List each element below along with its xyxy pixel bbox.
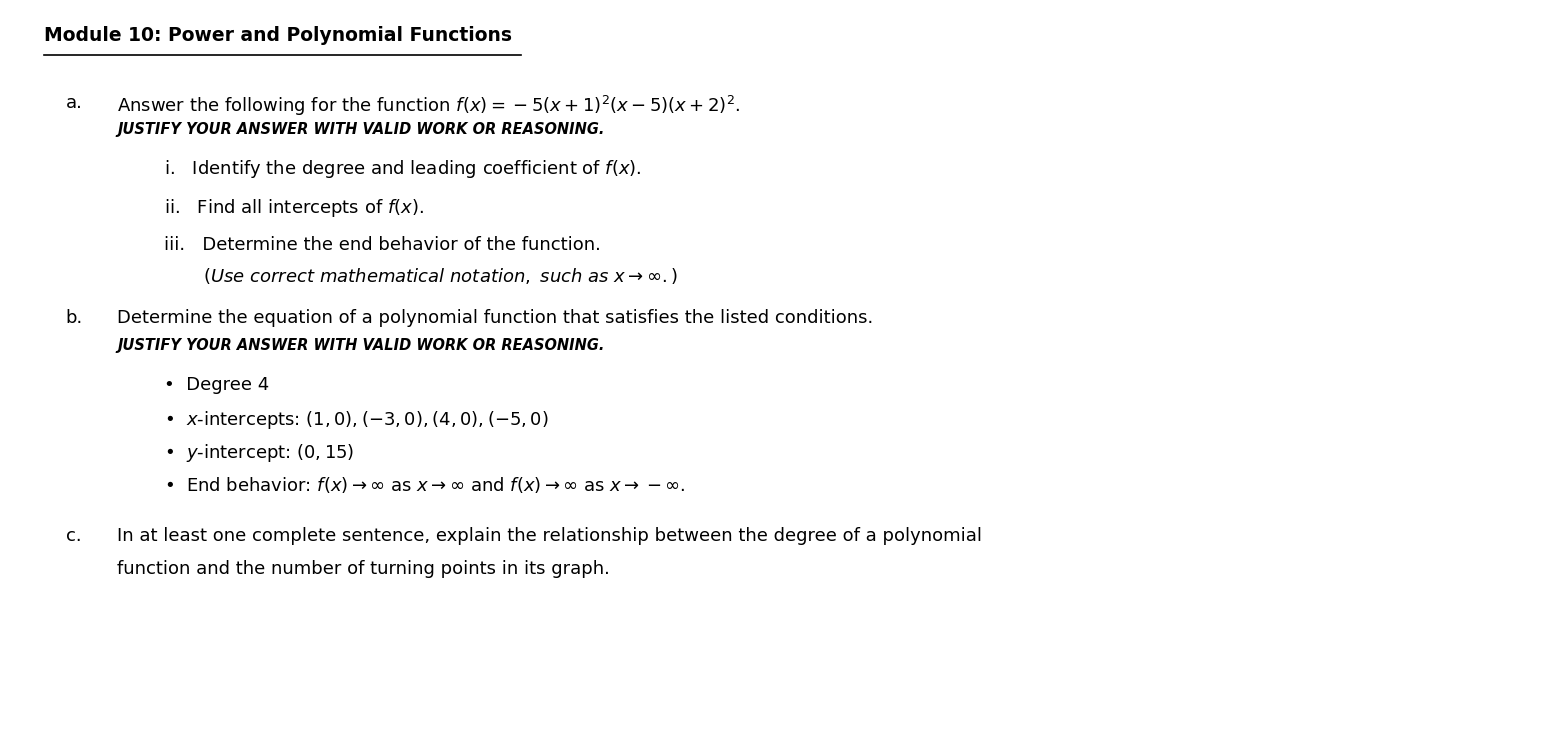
Text: JUSTIFY YOUR ANSWER WITH VALID WORK OR REASONING.: JUSTIFY YOUR ANSWER WITH VALID WORK OR R… xyxy=(117,122,605,137)
Text: iii.   Determine the end behavior of the function.: iii. Determine the end behavior of the f… xyxy=(164,236,601,254)
Text: In at least one complete sentence, explain the relationship between the degree o: In at least one complete sentence, expla… xyxy=(117,527,982,545)
Text: Answer the following for the function $f(x) = -5(x+1)^2(x-5)(x+2)^2$.: Answer the following for the function $f… xyxy=(117,94,741,118)
Text: JUSTIFY YOUR ANSWER WITH VALID WORK OR REASONING.: JUSTIFY YOUR ANSWER WITH VALID WORK OR R… xyxy=(117,338,605,353)
Text: c.: c. xyxy=(66,527,81,545)
Text: Determine the equation of a polynomial function that satisfies the listed condit: Determine the equation of a polynomial f… xyxy=(117,309,874,327)
Text: •  Degree 4: • Degree 4 xyxy=(164,376,269,394)
Text: •  $x$-intercepts: $(1, 0), (-3, 0), (4, 0), (-5, 0)$: • $x$-intercepts: $(1, 0), (-3, 0), (4, … xyxy=(164,409,549,430)
Text: ii.   Find all intercepts of $f(x)$.: ii. Find all intercepts of $f(x)$. xyxy=(164,197,424,219)
Text: •  $y$-intercept: $(0, 15)$: • $y$-intercept: $(0, 15)$ xyxy=(164,442,355,463)
Text: $(Use\ correct\ mathematical\ notation,\ such\ as\ x \rightarrow \infty.)$: $(Use\ correct\ mathematical\ notation,\… xyxy=(203,266,679,286)
Text: •  End behavior: $f(x) \rightarrow \infty$ as $x \rightarrow \infty$ and $f(x) \: • End behavior: $f(x) \rightarrow \infty… xyxy=(164,475,685,495)
Text: a.: a. xyxy=(66,94,83,112)
Text: b.: b. xyxy=(66,309,83,327)
Text: i.   Identify the degree and leading coefficient of $f(x)$.: i. Identify the degree and leading coeff… xyxy=(164,158,641,179)
Text: Module 10: Power and Polynomial Functions: Module 10: Power and Polynomial Function… xyxy=(44,26,511,45)
Text: function and the number of turning points in its graph.: function and the number of turning point… xyxy=(117,560,610,578)
